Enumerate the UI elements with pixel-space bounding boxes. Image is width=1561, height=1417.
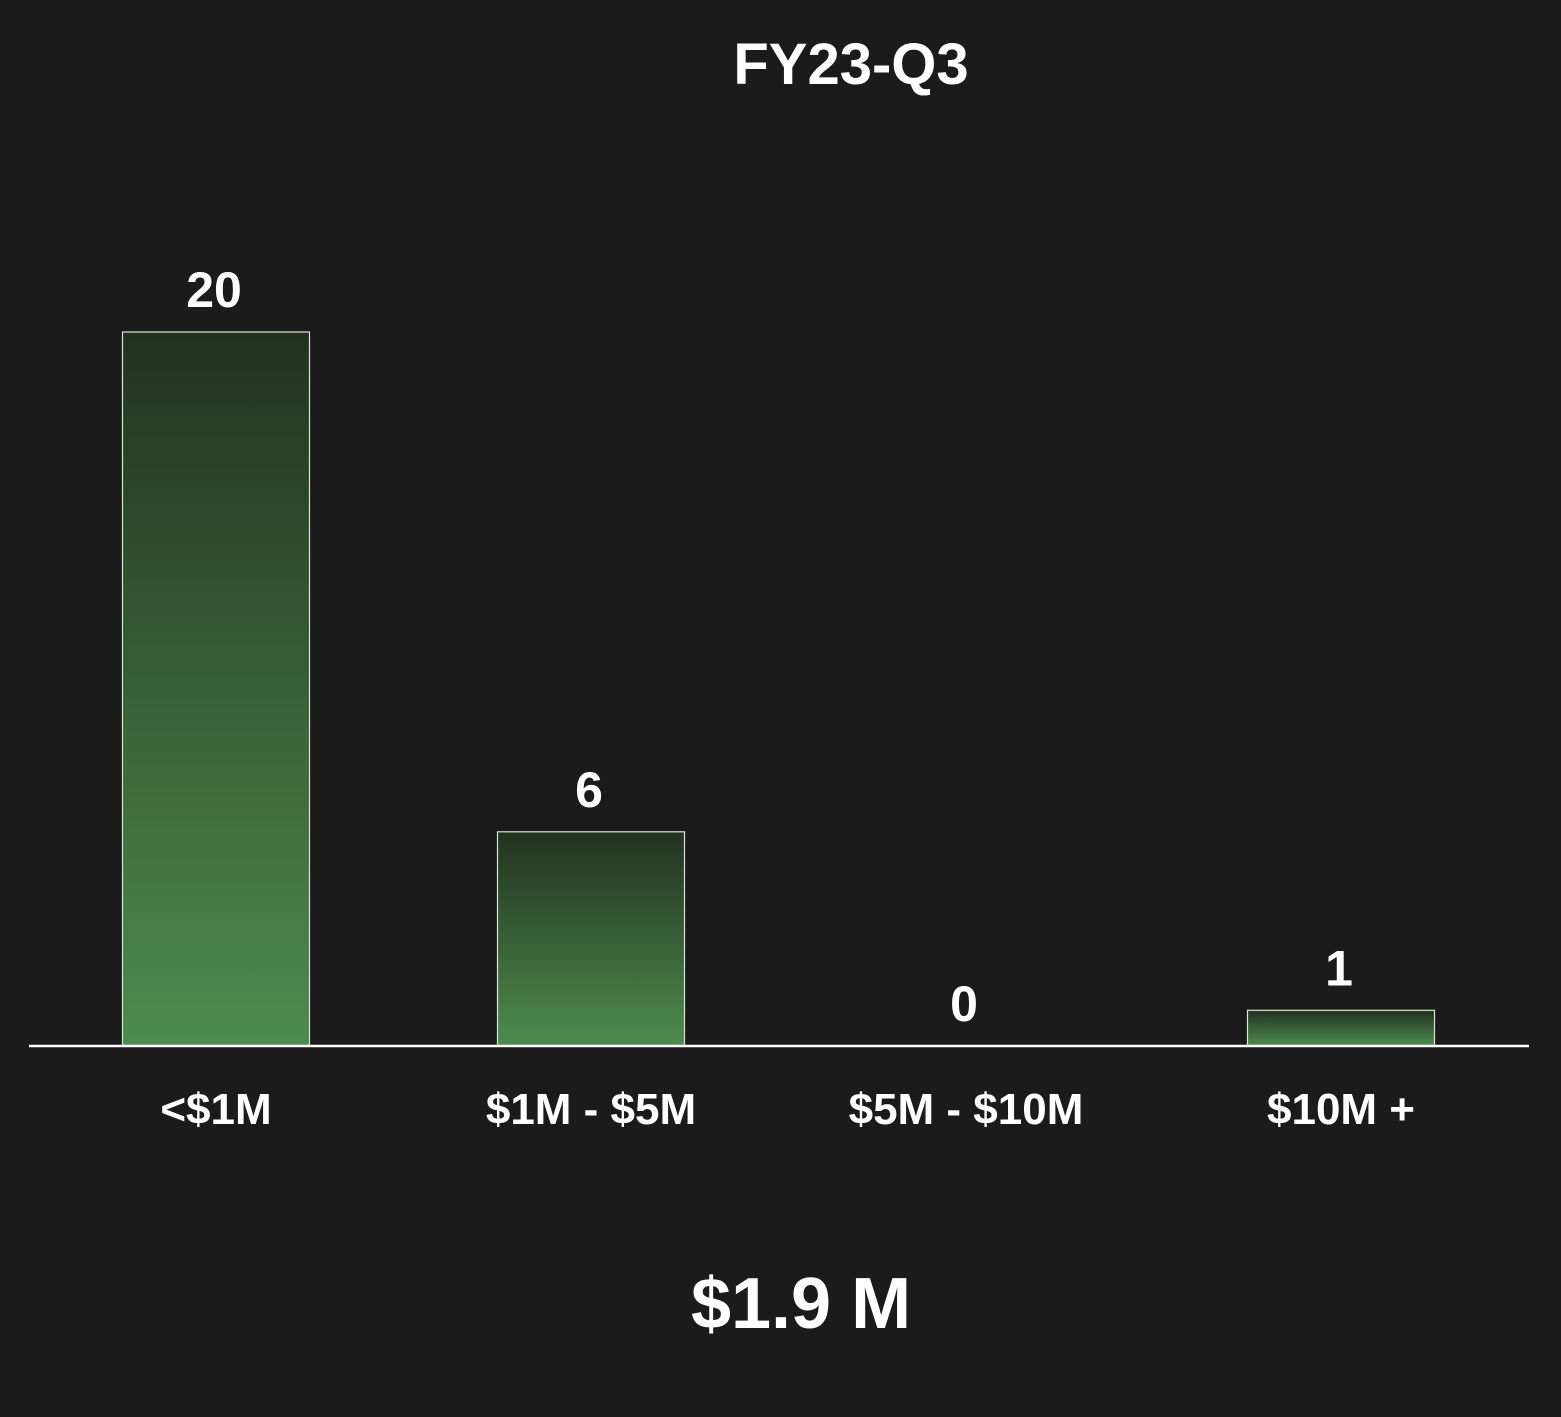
x-tick-label-0: <$1M	[160, 1085, 271, 1134]
labels-layer: 20 6 0 1	[186, 262, 1353, 1032]
summary-value: $1.9 M	[690, 1264, 912, 1344]
x-tick-label-2: $5M - $10M	[849, 1085, 1084, 1134]
bar-value-label-3: 1	[1325, 940, 1353, 996]
bar-value-label-2: 0	[950, 976, 978, 1032]
bar-value-label-0: 20	[186, 262, 242, 318]
bars-layer	[121, 331, 1436, 1047]
bar-value-label-1: 6	[575, 762, 603, 818]
chart-title: FY23-Q3	[733, 32, 969, 97]
bar-1	[496, 831, 686, 1047]
x-tick-labels: <$1M $1M - $5M $5M - $10M $10M +	[160, 1085, 1415, 1134]
bar-0	[121, 331, 311, 1047]
bar-3	[1246, 1009, 1436, 1047]
x-tick-label-3: $10M +	[1267, 1085, 1415, 1134]
x-tick-label-1: $1M - $5M	[486, 1085, 696, 1134]
